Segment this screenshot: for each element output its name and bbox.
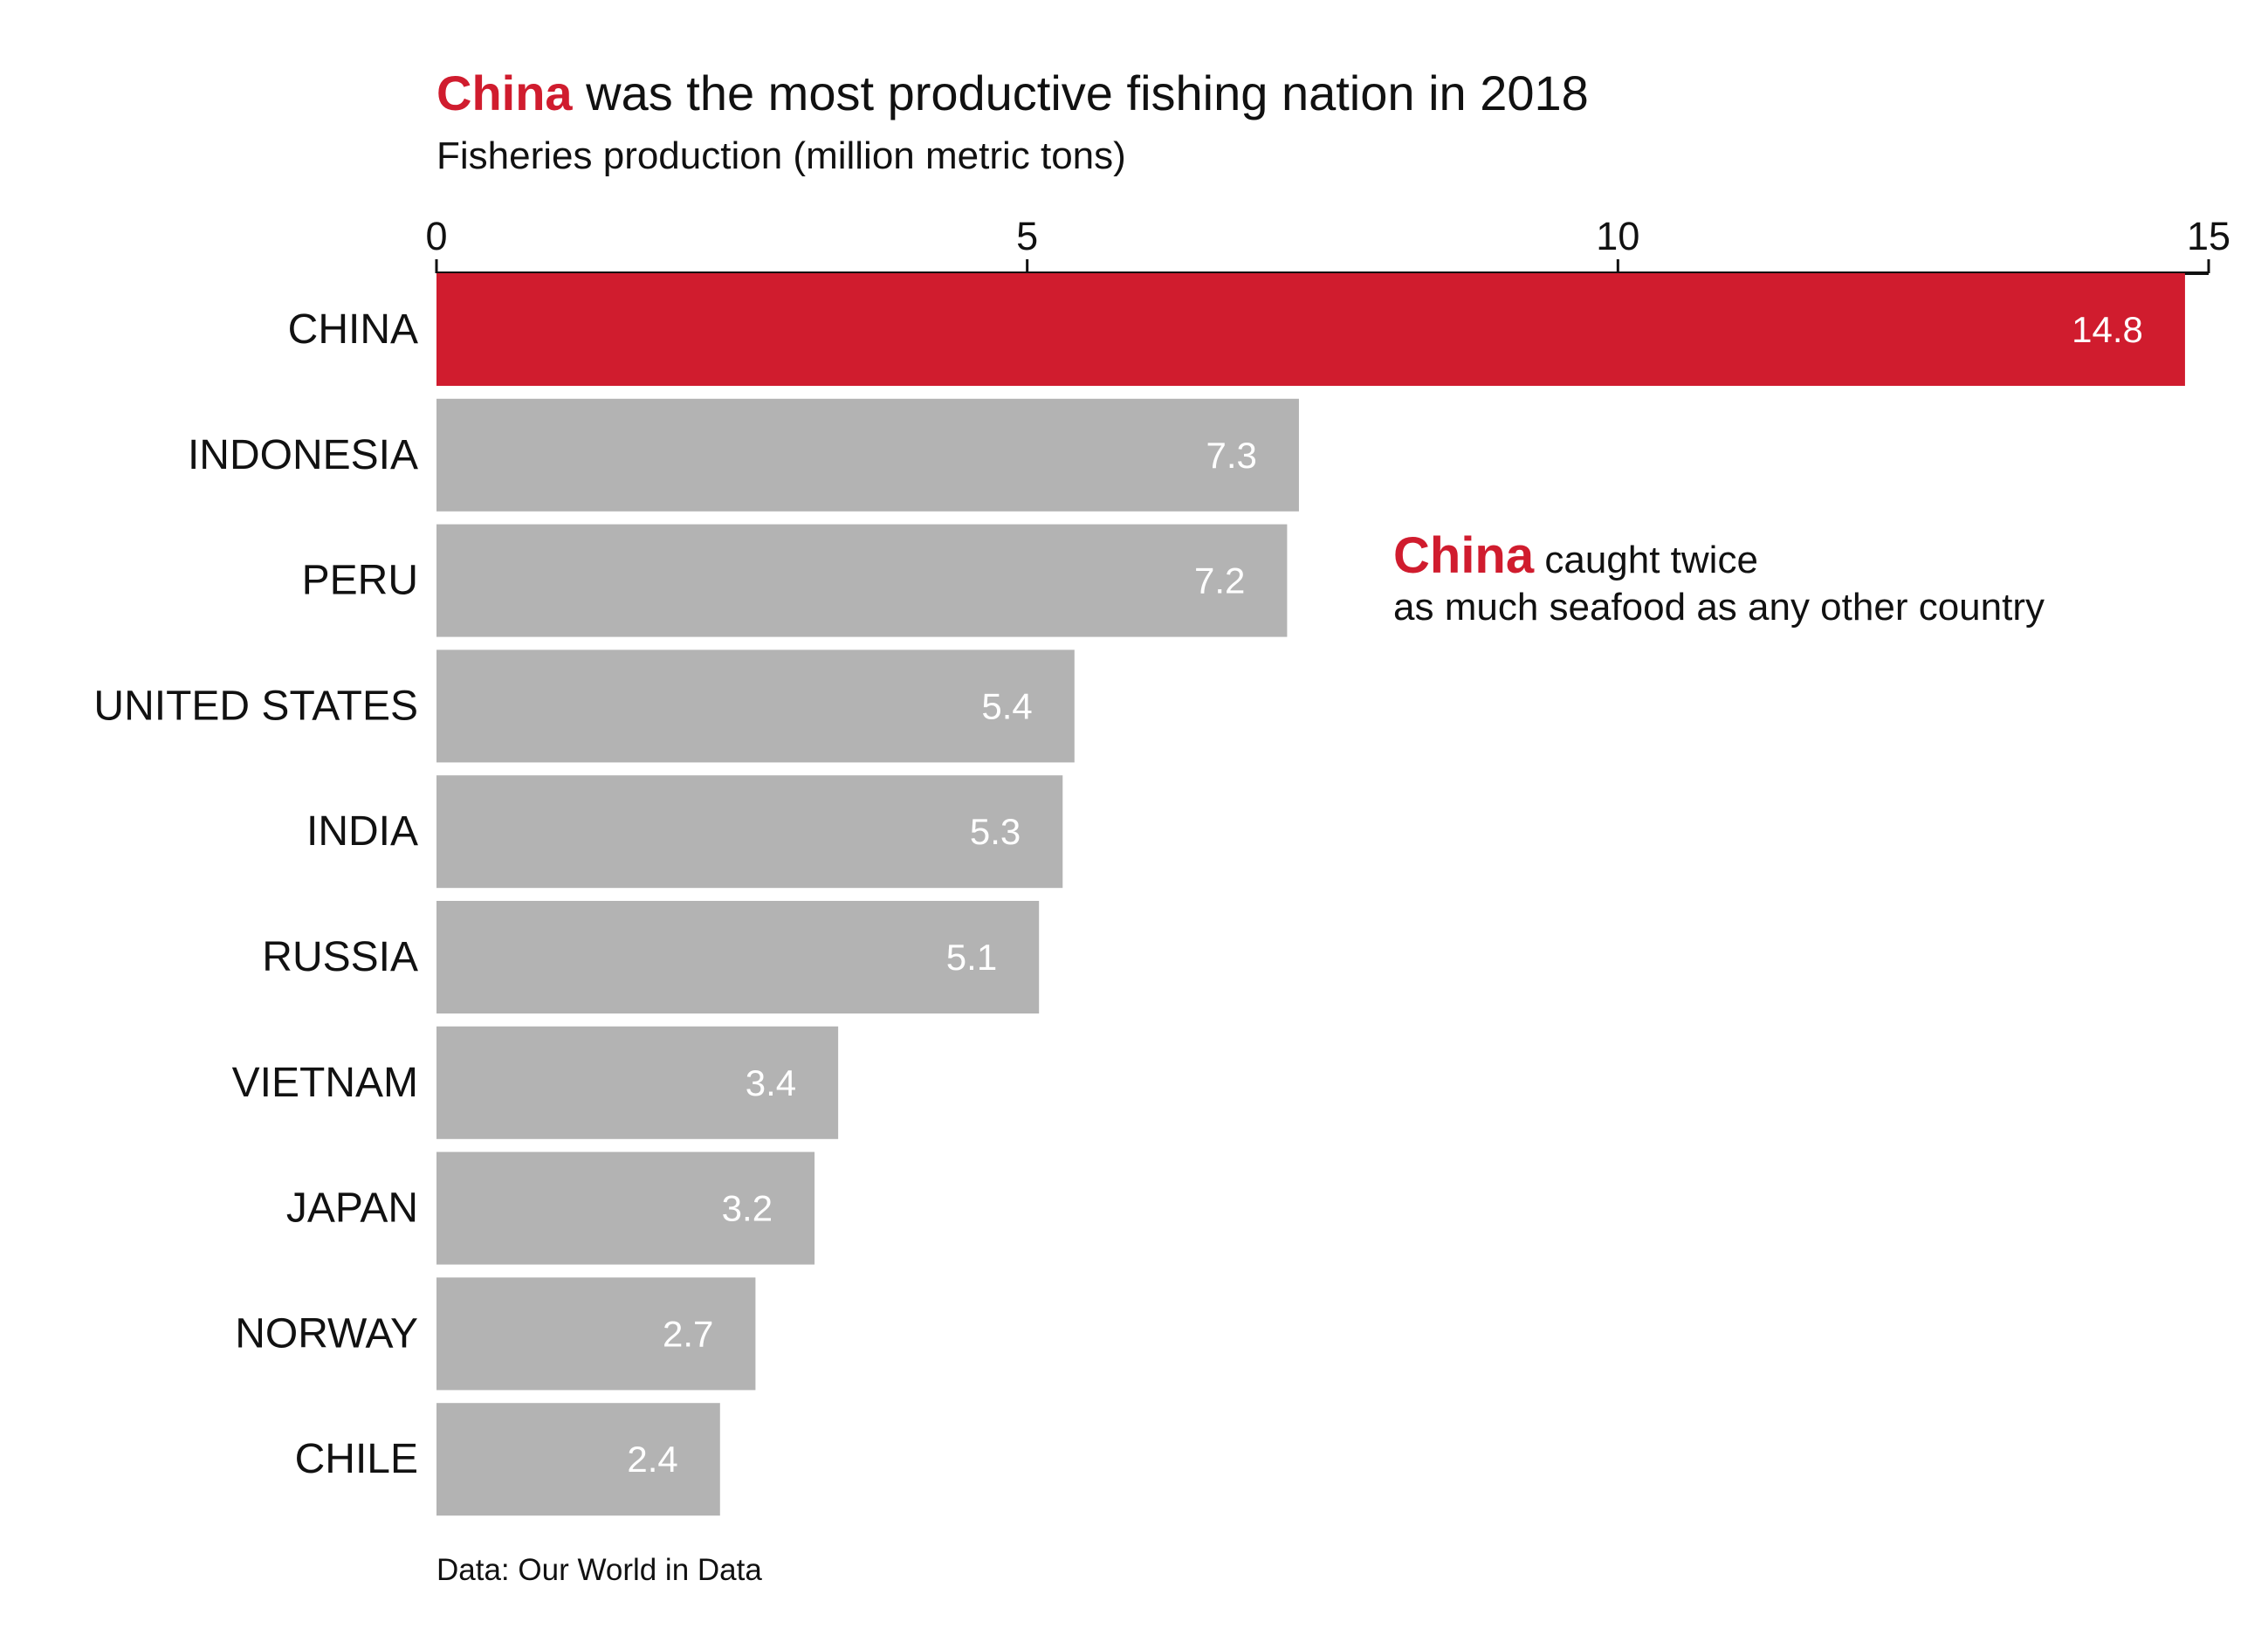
category-label: VIETNAM bbox=[232, 1060, 418, 1106]
annotation-line-2: as much seafood as any other country bbox=[1393, 586, 2045, 629]
x-tick-label: 0 bbox=[425, 214, 447, 258]
value-label: 2.7 bbox=[663, 1313, 713, 1354]
bar bbox=[436, 1403, 720, 1516]
chart-title-highlight: China bbox=[436, 65, 573, 120]
category-label: CHINA bbox=[288, 306, 418, 353]
source-note: Data: Our World in Data bbox=[436, 1553, 762, 1587]
bar bbox=[436, 1026, 839, 1139]
category-label: CHILE bbox=[295, 1436, 418, 1482]
value-label: 7.2 bbox=[1194, 560, 1245, 601]
bar bbox=[436, 1277, 756, 1391]
annotation-line-1-rest: caught twice bbox=[1534, 539, 1758, 581]
bar bbox=[436, 1151, 815, 1265]
category-label: INDIA bbox=[306, 808, 418, 855]
value-label: 5.1 bbox=[946, 937, 997, 978]
x-tick-label: 15 bbox=[2187, 214, 2230, 258]
value-label: 5.3 bbox=[970, 811, 1021, 852]
category-label: NORWAY bbox=[235, 1310, 418, 1357]
bar bbox=[436, 649, 1075, 763]
bar bbox=[436, 775, 1063, 889]
chart-title: China was the most productive fishing na… bbox=[436, 65, 1589, 120]
bars: CHINA 14.8 INDONESIA 7.3 PERU 7.2 UNITED STATE… bbox=[93, 273, 2185, 1516]
value-label: 3.2 bbox=[722, 1188, 773, 1229]
value-label: 14.8 bbox=[2072, 309, 2143, 350]
category-label: PERU bbox=[302, 558, 418, 604]
category-label: JAPAN bbox=[286, 1185, 418, 1232]
category-label: INDONESIA bbox=[188, 432, 418, 478]
chart-subtitle: Fisheries production (million metric ton… bbox=[436, 134, 1126, 177]
x-tick-label: 5 bbox=[1016, 214, 1038, 258]
category-label: RUSSIA bbox=[262, 934, 418, 980]
bar bbox=[436, 398, 1299, 512]
bar-highlighted bbox=[436, 273, 2185, 386]
value-label: 7.3 bbox=[1206, 435, 1257, 476]
category-label: UNITED STATES bbox=[93, 683, 418, 729]
x-tick-label: 10 bbox=[1596, 214, 1639, 258]
value-label: 5.4 bbox=[981, 685, 1032, 726]
chart-title-rest: was the most productive fishing nation i… bbox=[573, 65, 1589, 120]
value-label: 3.4 bbox=[746, 1062, 796, 1103]
annotation-highlight: China bbox=[1393, 527, 1535, 584]
value-label: 2.4 bbox=[627, 1439, 677, 1480]
x-axis: 0 5 10 15 bbox=[425, 214, 2230, 275]
bar bbox=[436, 524, 1288, 637]
annotation-line-1: China caught twice bbox=[1393, 527, 1758, 584]
bar bbox=[436, 901, 1040, 1013]
